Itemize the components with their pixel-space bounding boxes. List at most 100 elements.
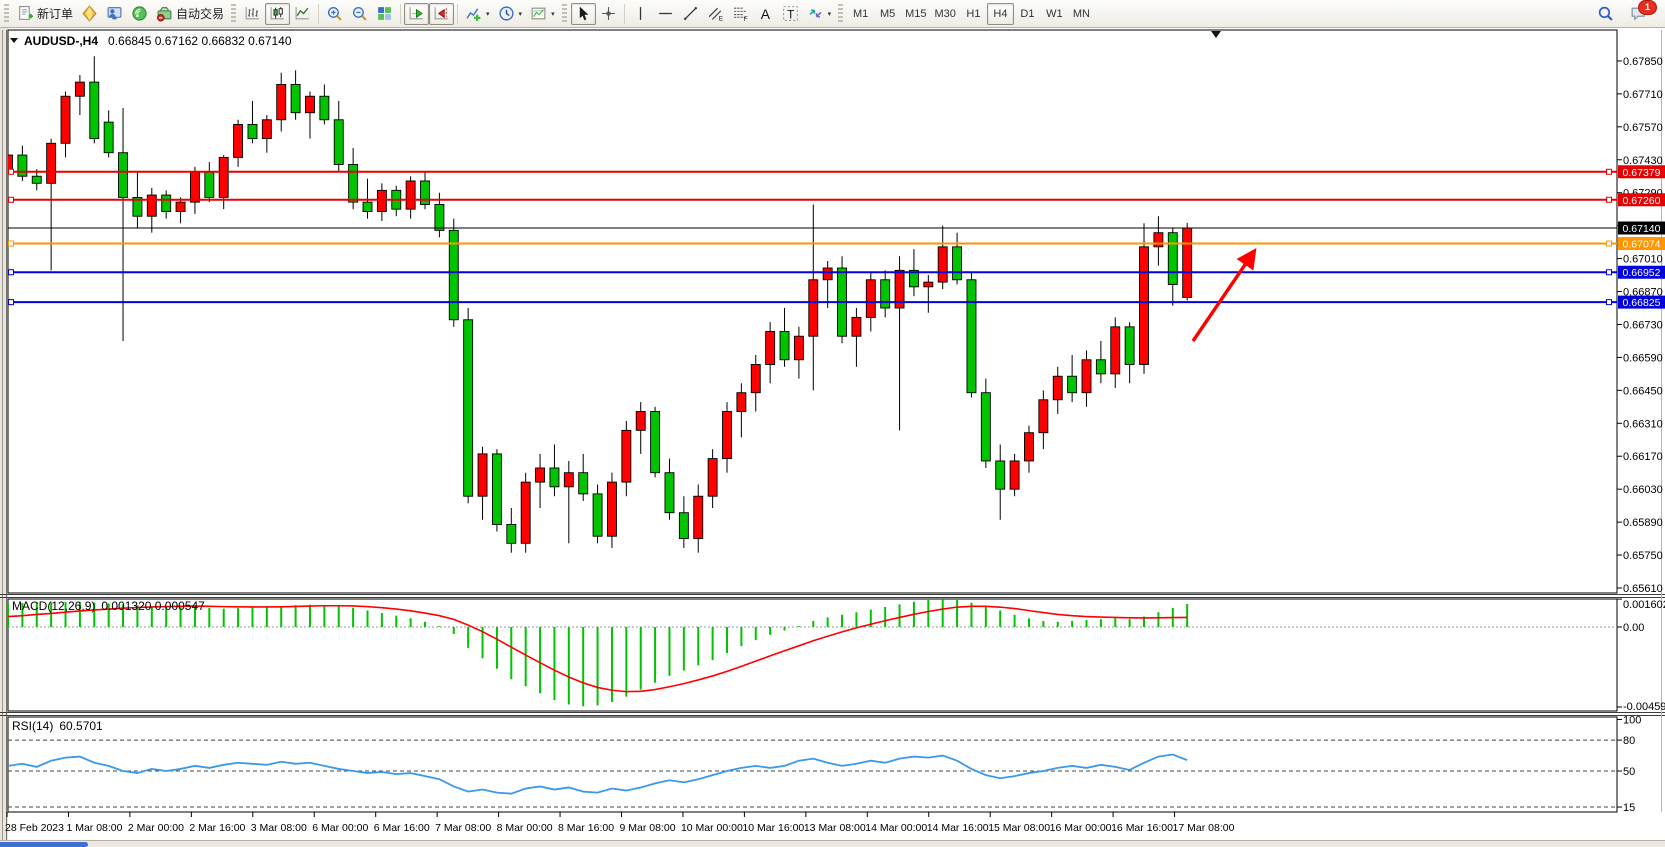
level-handle[interactable] (1606, 299, 1612, 306)
arrow-object[interactable] (1191, 247, 1257, 342)
candle-bullish (405, 180, 416, 210)
time-axis-label: 13 Mar 08:00 (804, 822, 866, 834)
new-order-label: 新订单 (37, 7, 74, 21)
autotrading-icon (157, 7, 172, 22)
metaeditor-button[interactable] (77, 3, 102, 25)
candle-bullish (822, 267, 833, 281)
level-handle[interactable] (1606, 269, 1612, 276)
timeframe-h1[interactable]: H1 (966, 7, 981, 20)
trendline-button[interactable] (678, 3, 703, 25)
timeframe-w1[interactable]: W1 (1046, 7, 1063, 20)
toolbar-grip[interactable] (838, 3, 844, 24)
candle-bearish (592, 493, 603, 537)
candle-bearish (161, 194, 172, 212)
rsi-axis-label: 100 (1623, 715, 1641, 727)
arrows-shapes-button[interactable]: ▾ (803, 3, 836, 25)
signals-button[interactable] (127, 3, 152, 25)
level-handle[interactable] (8, 299, 14, 306)
cursor-button[interactable] (570, 2, 596, 25)
price-tick-label: 0.67570 (1623, 122, 1663, 134)
chart-shift-marker-icon[interactable] (1211, 31, 1221, 38)
fibonacci-button[interactable]: F (728, 3, 753, 25)
horizontal-line-button[interactable] (653, 3, 678, 25)
price-tick-label: 0.67850 (1623, 56, 1663, 68)
candle-bullish (1110, 326, 1121, 375)
level-handle[interactable] (8, 240, 14, 247)
level-handle[interactable] (1606, 196, 1612, 203)
text-button[interactable]: A (753, 3, 778, 25)
chart-shift-button[interactable] (429, 2, 455, 25)
chart-title-dropdown-icon[interactable] (10, 38, 18, 43)
text-label-button[interactable]: T (778, 3, 803, 25)
time-axis[interactable]: 28 Feb 2023 1 Mar 08:00 2 Mar 00:00 2 Mar 1… (5, 812, 1235, 834)
price-tick-label: 0.65890 (1623, 517, 1663, 529)
level-handle[interactable] (1606, 168, 1612, 175)
red-arrow-annotation[interactable] (1191, 247, 1257, 342)
indicators-button[interactable]: ▾ (461, 3, 494, 25)
candle-bullish (722, 411, 732, 460)
search-button[interactable] (1593, 3, 1618, 25)
template-icon (531, 7, 546, 20)
line-chart-button[interactable] (290, 3, 315, 25)
macd-axis-label: 0.00 (1623, 622, 1644, 634)
candle-bearish (650, 411, 661, 474)
time-axis-label: 6 Mar 16:00 (374, 822, 430, 834)
candle-bullish (146, 194, 157, 217)
candle-bullish (74, 81, 85, 97)
timeframe-d1[interactable]: D1 (1020, 7, 1035, 20)
toolbar-grip[interactable] (561, 3, 567, 24)
chat-button[interactable]: 1 (1626, 0, 1657, 25)
candle-bullish (1139, 246, 1149, 365)
timeframe-m1[interactable]: M1 (852, 7, 869, 20)
candlestick-series (8, 56, 1193, 553)
price-tick-label: 0.66730 (1623, 319, 1663, 331)
price-badge-label: 0.67379 (1623, 167, 1661, 179)
candle-bearish (491, 453, 502, 525)
zoom-in-icon (327, 6, 342, 21)
horizontal-level-lines[interactable] (8, 168, 1617, 306)
timeframe-m30[interactable]: M30 (934, 7, 956, 20)
strategy-tester-button[interactable] (102, 3, 127, 25)
candle-bullish (189, 171, 200, 203)
level-handle[interactable] (1606, 240, 1612, 247)
level-handle[interactable] (8, 168, 14, 175)
toolbar-grip[interactable] (4, 3, 9, 24)
timeframe-m5[interactable]: M5 (879, 7, 896, 20)
tile-windows-button[interactable] (372, 3, 397, 25)
level-handle[interactable] (8, 196, 14, 203)
zoom-out-button[interactable] (347, 3, 372, 25)
timeframe-m15[interactable]: M15 (905, 7, 927, 20)
price-axis[interactable]: 0.678500.677100.675700.674300.672900.671… (1617, 56, 1665, 595)
candle-bullish (851, 316, 862, 337)
timeframe-mn[interactable]: MN (1072, 7, 1090, 20)
dropdown-caret-icon: ▾ (486, 10, 490, 18)
bar-chart-button[interactable] (240, 3, 265, 25)
zoom-in-button[interactable] (322, 3, 347, 25)
autotrading-button[interactable]: 自动交易 (152, 3, 228, 25)
search-icon (1598, 6, 1613, 21)
price-badge (1618, 265, 1665, 279)
candle-bearish (952, 246, 963, 281)
candle-bearish (348, 164, 359, 203)
vertical-line-button[interactable] (628, 3, 653, 25)
timeframe-h4[interactable]: H4 (986, 2, 1014, 25)
dropdown-caret-icon: ▾ (551, 10, 555, 18)
trendline-icon (683, 7, 697, 20)
candle-bearish (506, 524, 517, 544)
candlestick-chart-button[interactable] (265, 2, 291, 25)
templates-button[interactable]: ▾ (526, 3, 559, 25)
equidistant-channel-button[interactable]: E (703, 3, 728, 25)
chart-canvas[interactable]: 0.678500.677100.675700.674300.672900.671… (0, 28, 1665, 847)
level-handle[interactable] (8, 269, 14, 276)
candle-bearish (333, 119, 344, 165)
candle-bullish (1153, 232, 1164, 248)
candle-bearish (362, 201, 373, 212)
crosshair-button[interactable] (596, 3, 621, 25)
time-axis-label: 1 Mar 08:00 (66, 822, 122, 834)
text-icon: A (760, 6, 770, 22)
candle-bullish (376, 189, 387, 212)
periods-button[interactable]: ▾ (494, 3, 527, 25)
toolbar-grip[interactable] (231, 3, 237, 24)
auto-scroll-button[interactable] (404, 2, 430, 25)
new-order-button[interactable]: 新订单 (13, 3, 77, 25)
